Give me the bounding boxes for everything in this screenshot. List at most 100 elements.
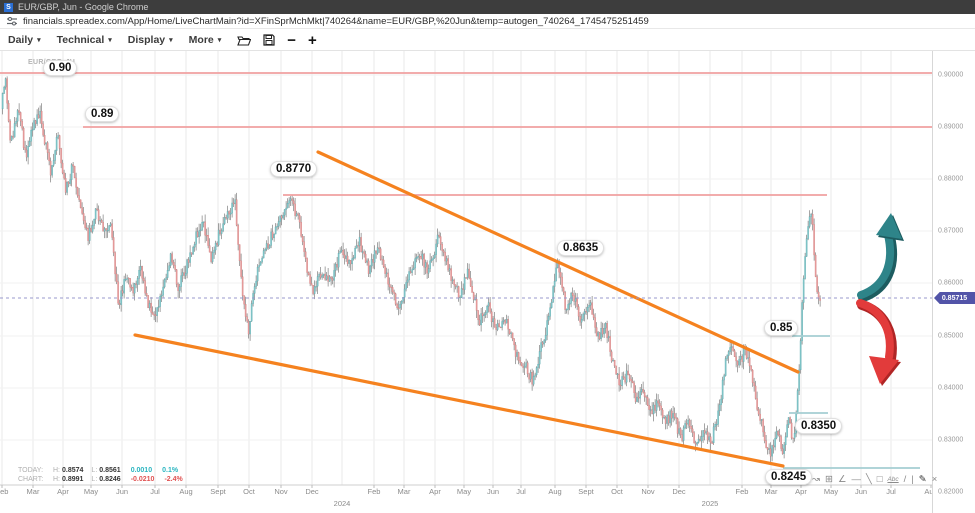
level-label-0.89[interactable]: 0.89 [86, 107, 119, 121]
trend-line-tool-icon[interactable]: ╲ [865, 474, 872, 485]
candle-body [366, 260, 368, 263]
candle-body [753, 382, 755, 387]
candle-body [207, 235, 209, 246]
candle-body [132, 287, 134, 294]
candle-body [417, 256, 419, 258]
text-tool-icon[interactable]: Abc [887, 475, 899, 483]
candle-body [181, 272, 184, 276]
candle-body [805, 238, 808, 257]
month-label: May [83, 487, 99, 496]
candle-body [346, 255, 349, 264]
month-label: May [456, 487, 472, 496]
status-field: -2.4% [164, 476, 183, 483]
candle-body [171, 253, 173, 263]
level-label-0.8245[interactable]: 0.8245 [766, 470, 812, 484]
level-label-0.8770[interactable]: 0.8770 [271, 162, 317, 176]
candle-body [243, 295, 245, 305]
url-text[interactable]: financials.spreadex.com/App/Home/LiveCha… [23, 15, 649, 27]
candle-body [30, 129, 32, 142]
candle-body [448, 268, 451, 271]
candle-body [453, 279, 455, 285]
candle-body [550, 301, 553, 308]
candlestick-plot[interactable] [0, 51, 932, 513]
url-bar[interactable]: financials.spreadex.com/App/Home/LiveCha… [0, 14, 975, 29]
candle-body [106, 230, 109, 232]
site-settings-icon[interactable] [7, 16, 17, 26]
candle-body [462, 288, 464, 290]
close-tools-icon[interactable]: × [931, 474, 938, 485]
chart-canvas[interactable]: EUR/GBP, JU 0.900.890.87700.86350.850.83… [0, 51, 938, 513]
up-arrow[interactable] [857, 213, 904, 302]
curve-tool-icon[interactable]: ↝ [812, 474, 820, 485]
save-icon[interactable] [263, 34, 275, 46]
candle-body [229, 212, 232, 215]
candle-body [172, 262, 175, 266]
down-arrow-body [856, 299, 894, 361]
candle-body [46, 142, 49, 153]
zoom-out-icon[interactable]: − [287, 31, 297, 49]
candle-body [721, 379, 724, 400]
candle-body [70, 164, 73, 180]
zoom-in-icon[interactable]: + [308, 31, 317, 49]
price-axis[interactable]: 0.90000 0.89000 0.88000 0.87000 0.86000 0.850… [932, 51, 975, 513]
candle-body [72, 164, 74, 167]
candle-body [730, 346, 733, 348]
candle-body [765, 440, 767, 448]
down-arrow[interactable] [856, 299, 901, 386]
candle-body [702, 430, 704, 437]
candle-body [136, 278, 139, 285]
candle-body [150, 302, 152, 313]
candle-body [688, 419, 691, 427]
candle-body [483, 314, 485, 317]
candle-body [169, 253, 172, 266]
rectangle-tool-icon[interactable]: □ [876, 474, 883, 485]
candle-body [663, 417, 665, 419]
candle-body [232, 202, 235, 205]
candle-body [501, 321, 503, 328]
technical-menu[interactable]: Technical ▾ [57, 34, 112, 46]
candle-body [801, 302, 803, 341]
timeframe-menu[interactable]: Daily ▾ [8, 34, 41, 46]
candle-body [574, 298, 577, 302]
candle-body [93, 219, 95, 226]
candle-body [468, 268, 470, 279]
candle-body [373, 250, 376, 263]
month-label: Aug [179, 487, 193, 496]
candle-body [198, 230, 200, 238]
grid-tool-icon[interactable]: ⊞ [824, 474, 833, 485]
candle-body [94, 208, 97, 220]
candle-body [766, 447, 769, 450]
candle-body [238, 244, 241, 262]
status-field: H: [53, 467, 60, 474]
pencil-tool-icon[interactable]: ✎ [918, 474, 927, 485]
upper-channel-line[interactable] [316, 150, 800, 374]
candle-body [642, 389, 644, 393]
candle-body [264, 249, 266, 251]
slash-tool-icon[interactable]: / [903, 474, 907, 485]
level-label-0.90[interactable]: 0.90 [44, 61, 77, 75]
candle-body [244, 304, 247, 317]
open-folder-icon[interactable] [237, 35, 252, 46]
candle-body [814, 254, 817, 277]
month-label: Aug [548, 487, 562, 496]
candle-body [454, 284, 457, 287]
candle-body [811, 214, 814, 225]
candle-body [567, 304, 569, 310]
display-menu[interactable]: Display ▾ [128, 34, 173, 46]
candle-body [579, 316, 581, 323]
candle-body [168, 265, 170, 271]
month-label: Mar [764, 487, 778, 496]
lower-channel-line[interactable] [133, 333, 785, 468]
candle-body [160, 294, 163, 297]
candle-body [510, 332, 512, 334]
candle-body [687, 419, 689, 425]
candle-body [465, 277, 467, 279]
level-label-0.8350[interactable]: 0.8350 [796, 419, 842, 433]
level-label-0.85[interactable]: 0.85 [765, 321, 798, 335]
level-label-0.8635[interactable]: 0.8635 [558, 241, 604, 255]
fan-lines-tool-icon[interactable]: ∠ [837, 474, 847, 485]
status-row: TODAY: H: 0.8574 L: 0.8561 0.0010 0.1% [18, 466, 183, 475]
more-menu[interactable]: More ▾ [189, 34, 222, 46]
horizontal-line-tool-icon[interactable]: — [851, 474, 861, 485]
candle-body [630, 378, 632, 382]
